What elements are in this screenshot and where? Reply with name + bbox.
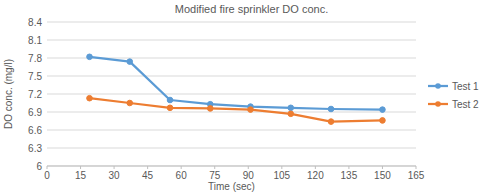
title: Modified fire sprinkler DO conc. [175, 3, 328, 15]
y-tick-label: 7.5 [28, 71, 42, 82]
x-tick [315, 166, 316, 169]
grid-line [47, 22, 416, 23]
point [288, 111, 294, 117]
x-tick-label: 150 [374, 170, 391, 181]
x-tick [114, 166, 115, 169]
x-tick-label: 90 [243, 170, 255, 181]
x-axis [47, 166, 416, 167]
point [87, 95, 93, 101]
plot-area [87, 54, 386, 124]
legend-label: Test 1 [452, 81, 479, 92]
x-tick-label: 135 [341, 170, 358, 181]
x-tick-label: 165 [408, 170, 425, 181]
x-axis-title: Time (sec) [208, 181, 255, 192]
legend-marker [435, 83, 441, 89]
y-tick-label: 8.1 [28, 35, 42, 46]
chart: Modified fire sprinkler DO conc. 6 6.3 6.6 6… [0, 0, 500, 194]
point [87, 54, 93, 60]
point [288, 105, 294, 111]
x-tick [416, 166, 417, 169]
x-tick [47, 166, 48, 169]
grid-line [47, 148, 416, 149]
point [328, 106, 334, 112]
y-tick-label: 6.9 [28, 107, 42, 118]
y-tick-label: 6 [36, 161, 42, 172]
point [380, 118, 386, 124]
x-tick [80, 166, 81, 169]
point [127, 100, 133, 106]
x-tick-label: 15 [75, 170, 87, 181]
background [0, 0, 500, 194]
point [167, 105, 173, 111]
series-line [89, 57, 382, 110]
grid-line [47, 112, 416, 113]
x-tick-label: 60 [176, 170, 188, 181]
y-tick-label: 6.3 [28, 143, 42, 154]
legend-label: Test 2 [452, 99, 479, 110]
series-line [89, 98, 382, 121]
y-tick-label: 7.2 [28, 89, 42, 100]
point [127, 59, 133, 65]
y-tick-label: 8.4 [28, 17, 42, 28]
x-tick-label: 0 [44, 170, 50, 181]
x-tick [248, 166, 249, 169]
x-tick [382, 166, 383, 169]
point [207, 106, 213, 112]
y-tick-label: 6.6 [28, 125, 42, 136]
grid-line [47, 166, 416, 167]
legend-marker [435, 101, 441, 107]
point [248, 107, 254, 113]
x-tick [348, 166, 349, 169]
y-tick-label: 7.8 [28, 53, 42, 64]
x-tick-label: 105 [273, 170, 290, 181]
x-tick [281, 166, 282, 169]
x-tick [214, 166, 215, 169]
x-tick [147, 166, 148, 169]
x-tick-label: 30 [109, 170, 121, 181]
grid-line [47, 130, 416, 131]
point [380, 107, 386, 113]
point [167, 97, 173, 103]
grid-line [47, 76, 416, 77]
y-axis-title: DO conc. (mg/l) [3, 59, 14, 129]
point [328, 119, 334, 125]
x-tick-label: 120 [307, 170, 324, 181]
grid-line [47, 94, 416, 95]
x-tick-label: 75 [209, 170, 221, 181]
x-tick-label: 45 [142, 170, 154, 181]
grid-line [47, 40, 416, 41]
x-tick [181, 166, 182, 169]
